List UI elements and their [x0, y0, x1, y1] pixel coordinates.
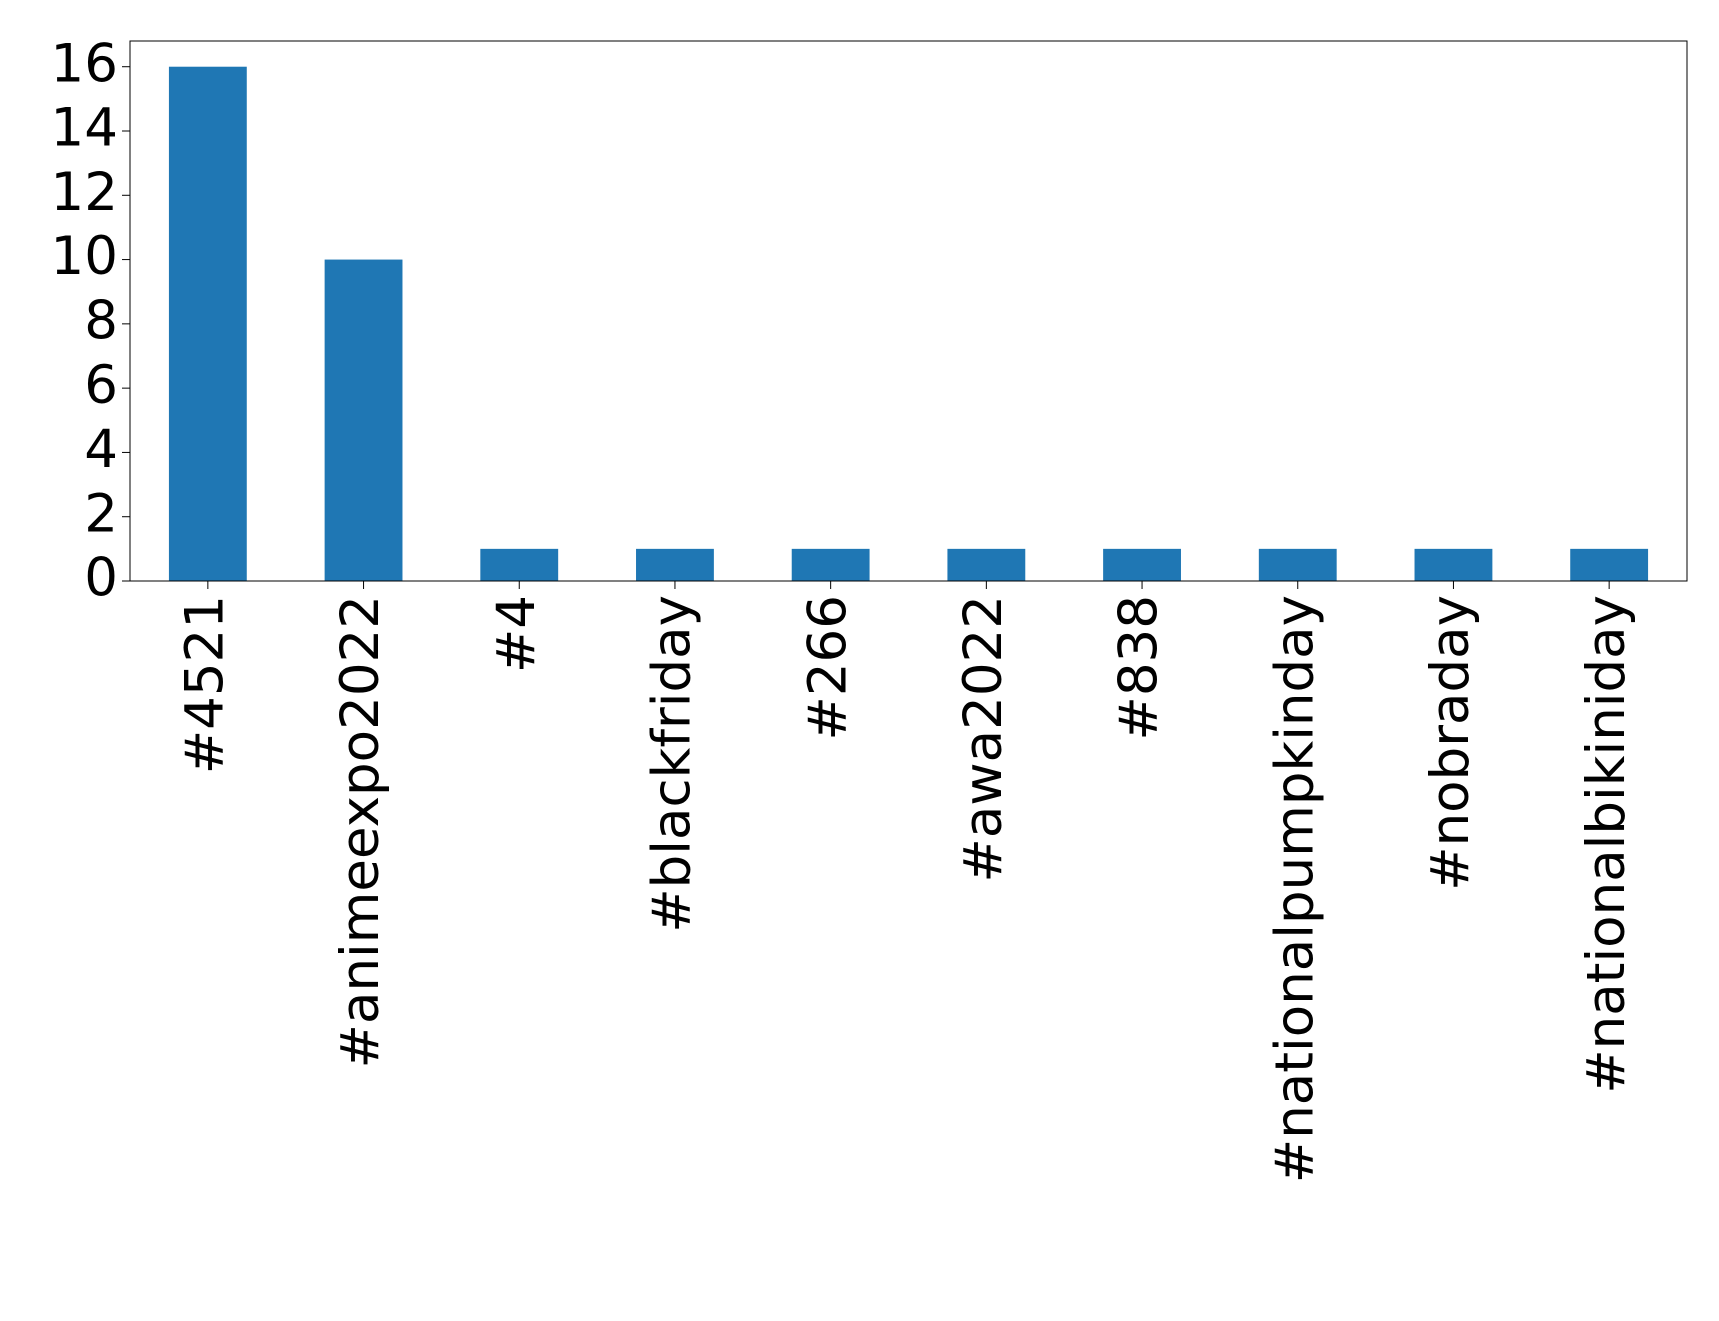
y-tick-label: 0	[84, 548, 118, 609]
y-tick-label: 6	[84, 355, 118, 416]
x-tick-label: #nationalbikiniday	[1576, 595, 1637, 1094]
bar	[791, 548, 870, 581]
x-tick-label: #nationalpumpkinday	[1264, 595, 1325, 1183]
x-tick-label: #nobraday	[1420, 595, 1481, 891]
y-tick-label: 14	[51, 98, 118, 159]
x-tick-label: #4521	[174, 595, 235, 774]
x-tick-label: #animeexpo2022	[330, 595, 391, 1068]
bar	[168, 66, 247, 581]
bar	[480, 548, 559, 581]
bar	[636, 548, 714, 581]
bar	[1103, 548, 1181, 581]
x-tick-label: #awa2022	[953, 595, 1014, 883]
x-tick-label: #266	[797, 595, 858, 741]
x-tick-label: #4	[486, 595, 547, 673]
bar	[1258, 548, 1337, 581]
y-tick-label: 16	[51, 33, 118, 94]
y-tick-label: 12	[51, 162, 118, 223]
y-tick-label: 4	[84, 419, 118, 480]
x-tick-label: #838	[1109, 595, 1170, 741]
plot-frame	[129, 40, 1688, 582]
bar	[947, 548, 1026, 581]
bar	[1570, 548, 1649, 581]
x-tick-label: #blackfriday	[642, 595, 703, 933]
y-tick-label: 8	[84, 290, 118, 351]
bar	[1414, 548, 1493, 581]
y-tick-label: 10	[51, 226, 118, 287]
y-tick-label: 2	[84, 483, 118, 544]
bar	[324, 259, 403, 581]
